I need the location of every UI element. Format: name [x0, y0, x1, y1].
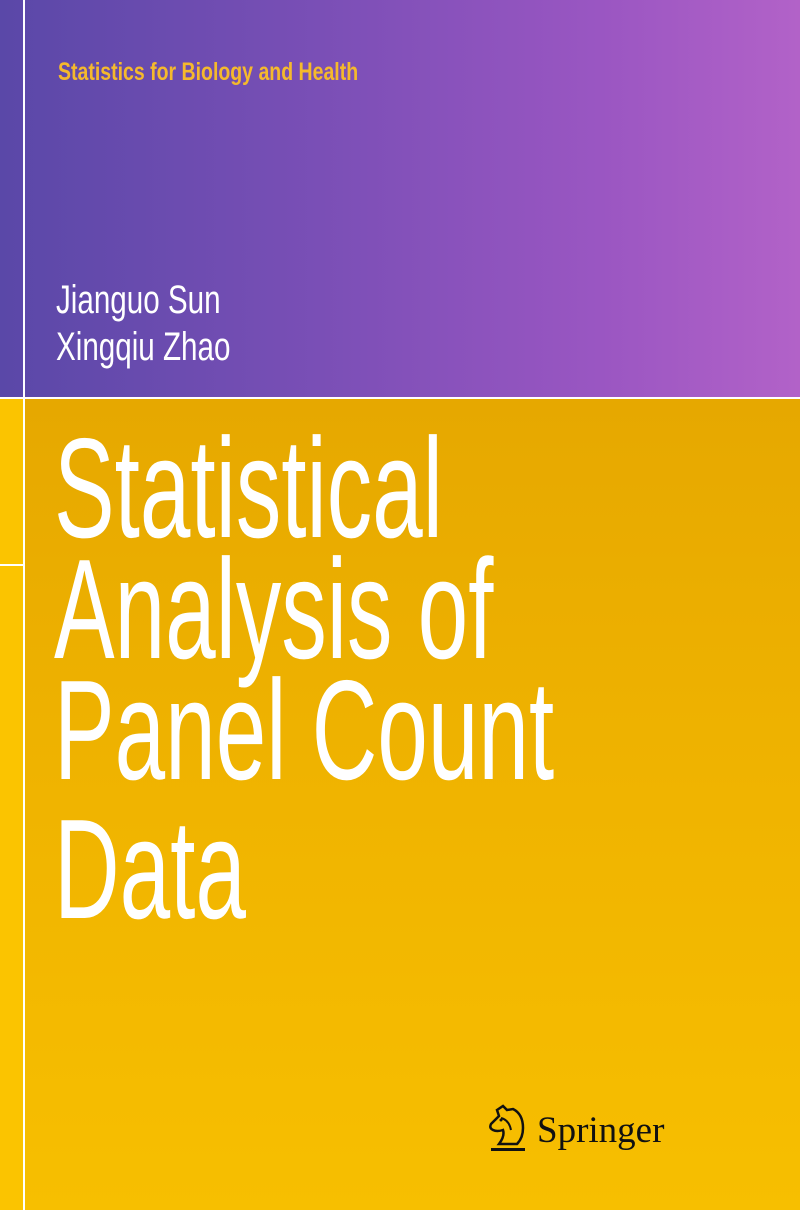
title-line: Panel Count	[54, 651, 555, 810]
author-1: Jianguo Sun	[56, 278, 221, 322]
series-name: Statistics for Biology and Health	[58, 58, 359, 86]
left-strip	[0, 399, 23, 1210]
bottom-gold-panel	[0, 399, 800, 1210]
springer-horse-head-icon	[489, 1104, 525, 1151]
publisher-name: Springer	[537, 1109, 665, 1151]
horizontal-divider	[0, 397, 800, 399]
book-title: Statistical Analysis of Panel Count Data	[54, 409, 555, 949]
title-line: Data	[54, 790, 246, 949]
author-2: Xingqiu Zhao	[56, 325, 231, 369]
publisher-logo: Springer	[487, 1104, 664, 1156]
top-purple-panel	[0, 0, 800, 397]
vertical-divider	[23, 0, 25, 1210]
title-line: Analysis of	[54, 530, 494, 689]
strip-divider	[0, 564, 23, 566]
title-line: Statistical	[54, 409, 443, 568]
